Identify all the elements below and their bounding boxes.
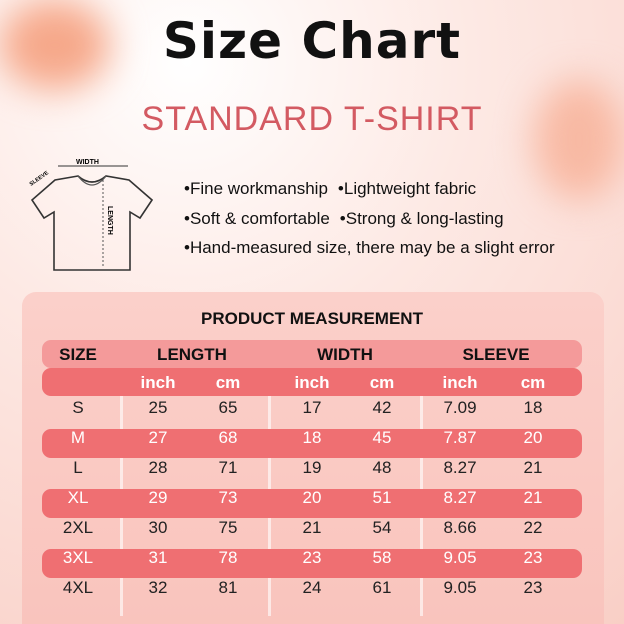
table-cell: 18 xyxy=(523,398,543,417)
table-cell: 27 xyxy=(148,428,168,447)
table-cell: 31 xyxy=(148,548,168,567)
table-cell: 7.87 xyxy=(443,428,477,447)
table-cell: 29 xyxy=(148,488,168,507)
table-cell: 24 xyxy=(302,578,322,597)
table-cell: 22 xyxy=(523,518,543,537)
table-cell: 68 xyxy=(218,428,238,447)
size-cell: 3XL xyxy=(62,548,94,567)
unit-header: cm xyxy=(369,373,395,392)
table-cell: 8.27 xyxy=(443,458,477,477)
size-cell: 2XL xyxy=(62,518,94,537)
column-header: SIZE xyxy=(59,345,97,364)
table-cell: 18 xyxy=(302,428,322,447)
table-cell: 32 xyxy=(148,578,168,597)
table-cell: 71 xyxy=(218,458,238,477)
feature-item: •Fine workmanship xyxy=(184,179,328,198)
page-subtitle: STANDARD T-SHIRT xyxy=(141,100,483,138)
page-title: Size Chart xyxy=(162,12,462,70)
unit-header: cm xyxy=(215,373,241,392)
table-cell: 9.05 xyxy=(443,548,477,567)
row-band xyxy=(42,489,582,518)
table-cell: 42 xyxy=(372,398,392,417)
units-row xyxy=(42,368,582,396)
table-cell: 19 xyxy=(302,458,322,477)
table-cell: 58 xyxy=(372,548,392,567)
table-cell: 21 xyxy=(523,488,543,507)
table-cell: 45 xyxy=(372,428,392,447)
length-label: LENGTH xyxy=(106,206,113,235)
table-cell: 21 xyxy=(302,518,322,537)
table-cell: 48 xyxy=(372,458,392,477)
table-cell: 20 xyxy=(302,488,322,507)
table-cell: 75 xyxy=(218,518,238,537)
column-header: SLEEVE xyxy=(462,345,530,364)
table-cell: 23 xyxy=(302,548,322,567)
table-cell: 51 xyxy=(372,488,392,507)
size-cell: 4XL xyxy=(62,578,94,597)
table-cell: 25 xyxy=(148,398,168,417)
table-cell: 9.05 xyxy=(443,578,477,597)
decor-blob xyxy=(0,0,110,90)
size-cell: M xyxy=(70,428,86,447)
feature-item: •Soft & comfortable xyxy=(184,208,330,228)
feature-item: •Hand-measured size, there may be a slig… xyxy=(184,238,555,257)
row-band xyxy=(42,549,582,578)
decor-blob xyxy=(534,80,624,200)
table-title: PRODUCT MEASUREMENT xyxy=(201,309,423,328)
table-cell: 81 xyxy=(218,578,238,597)
table-cell: 28 xyxy=(148,458,168,477)
table-cell: 65 xyxy=(218,398,238,417)
table-cell: 73 xyxy=(218,488,238,507)
sleeve-label: SLEEVE xyxy=(29,170,50,188)
unit-header: inch xyxy=(140,373,176,392)
unit-header: cm xyxy=(520,373,546,392)
size-cell: XL xyxy=(67,488,89,507)
table-cell: 8.66 xyxy=(443,518,477,537)
table-cell: 8.27 xyxy=(443,488,477,507)
size-cell: L xyxy=(73,458,83,477)
unit-header: inch xyxy=(294,373,330,392)
column-header: WIDTH xyxy=(317,345,373,364)
table-cell: 17 xyxy=(302,398,322,417)
table-cell: 20 xyxy=(523,428,543,447)
unit-header: inch xyxy=(442,373,478,392)
header-row xyxy=(42,340,582,368)
table-cell: 78 xyxy=(218,548,238,567)
table-cell: 21 xyxy=(523,458,543,477)
table-cell: 54 xyxy=(372,518,392,537)
column-header: LENGTH xyxy=(157,345,227,364)
feature-item: •Strong & long-lasting xyxy=(339,208,504,228)
tshirt-diagram-icon: WIDTH SLEEVE LENGTH xyxy=(29,159,153,271)
table-cell: 30 xyxy=(148,518,168,537)
size-cell: S xyxy=(72,398,84,417)
table-cell: 23 xyxy=(523,578,543,597)
table-cell: 61 xyxy=(372,578,392,597)
row-band xyxy=(42,429,582,458)
feature-item: •Lightweight fabric xyxy=(337,179,477,198)
feature-list: •Fine workmanship •Lightweight fabric •So… xyxy=(184,174,614,263)
width-label: WIDTH xyxy=(76,159,99,166)
table-cell: 7.09 xyxy=(443,398,477,417)
table-cell: 23 xyxy=(523,548,543,567)
